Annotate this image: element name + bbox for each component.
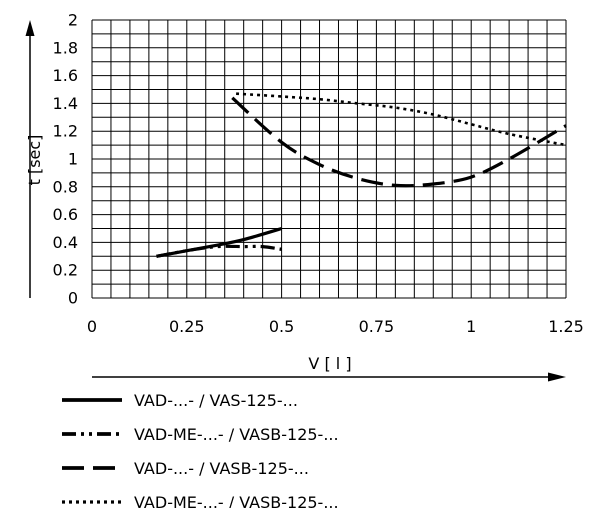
legend-label-4: VAD-ME-...- / VASB-125-... [134,493,339,508]
x-tick-label: 0 [87,317,97,336]
y-tick-label: 1.6 [53,66,78,85]
legend-label-3: VAD-...- / VASB-125-... [134,459,309,478]
series-lines [156,92,567,258]
legend: VAD-...- / VAS-125-... VAD-ME-...- / VASB… [62,391,339,508]
series-line-2 [156,244,282,258]
x-axis-label: V [ l ] [308,354,351,373]
y-tick-label: 1 [68,150,78,169]
legend-label-2: VAD-ME-...- / VASB-125-... [134,425,339,444]
y-tick-label: 0 [68,289,78,308]
x-tick-label: 0.25 [169,317,205,336]
y-tick-label: 0.6 [53,205,78,224]
x-tick-label: 1 [466,317,476,336]
x-tick-label: 0.5 [269,317,294,336]
y-tick-label: 1.2 [53,122,78,141]
x-tick-label: 0.75 [359,317,395,336]
y-tick-label: 1.8 [53,38,78,57]
y-tick-label: 0.4 [53,233,78,252]
series-line-3 [231,96,567,188]
x-axis-arrow-head [548,372,566,382]
y-tick-label: 2 [68,11,78,30]
grid [91,19,567,299]
y-tick-label: 0.2 [53,261,78,280]
y-axis-label: t [sec] [25,135,44,186]
y-tick-label: 0.8 [53,177,78,196]
y-axis-arrow-head [25,20,35,36]
y-tick-label: 1.4 [53,94,78,113]
axes [25,20,566,382]
series-line-4 [236,92,567,147]
tick-labels: 0 0.2 0.4 0.6 0.8 1 1.2 1.4 1.6 1.8 2 0 0.25 0.5 0.75 1… [53,11,584,337]
x-tick-label: 1.25 [548,317,584,336]
legend-label-1: VAD-...- / VAS-125-... [134,391,298,410]
